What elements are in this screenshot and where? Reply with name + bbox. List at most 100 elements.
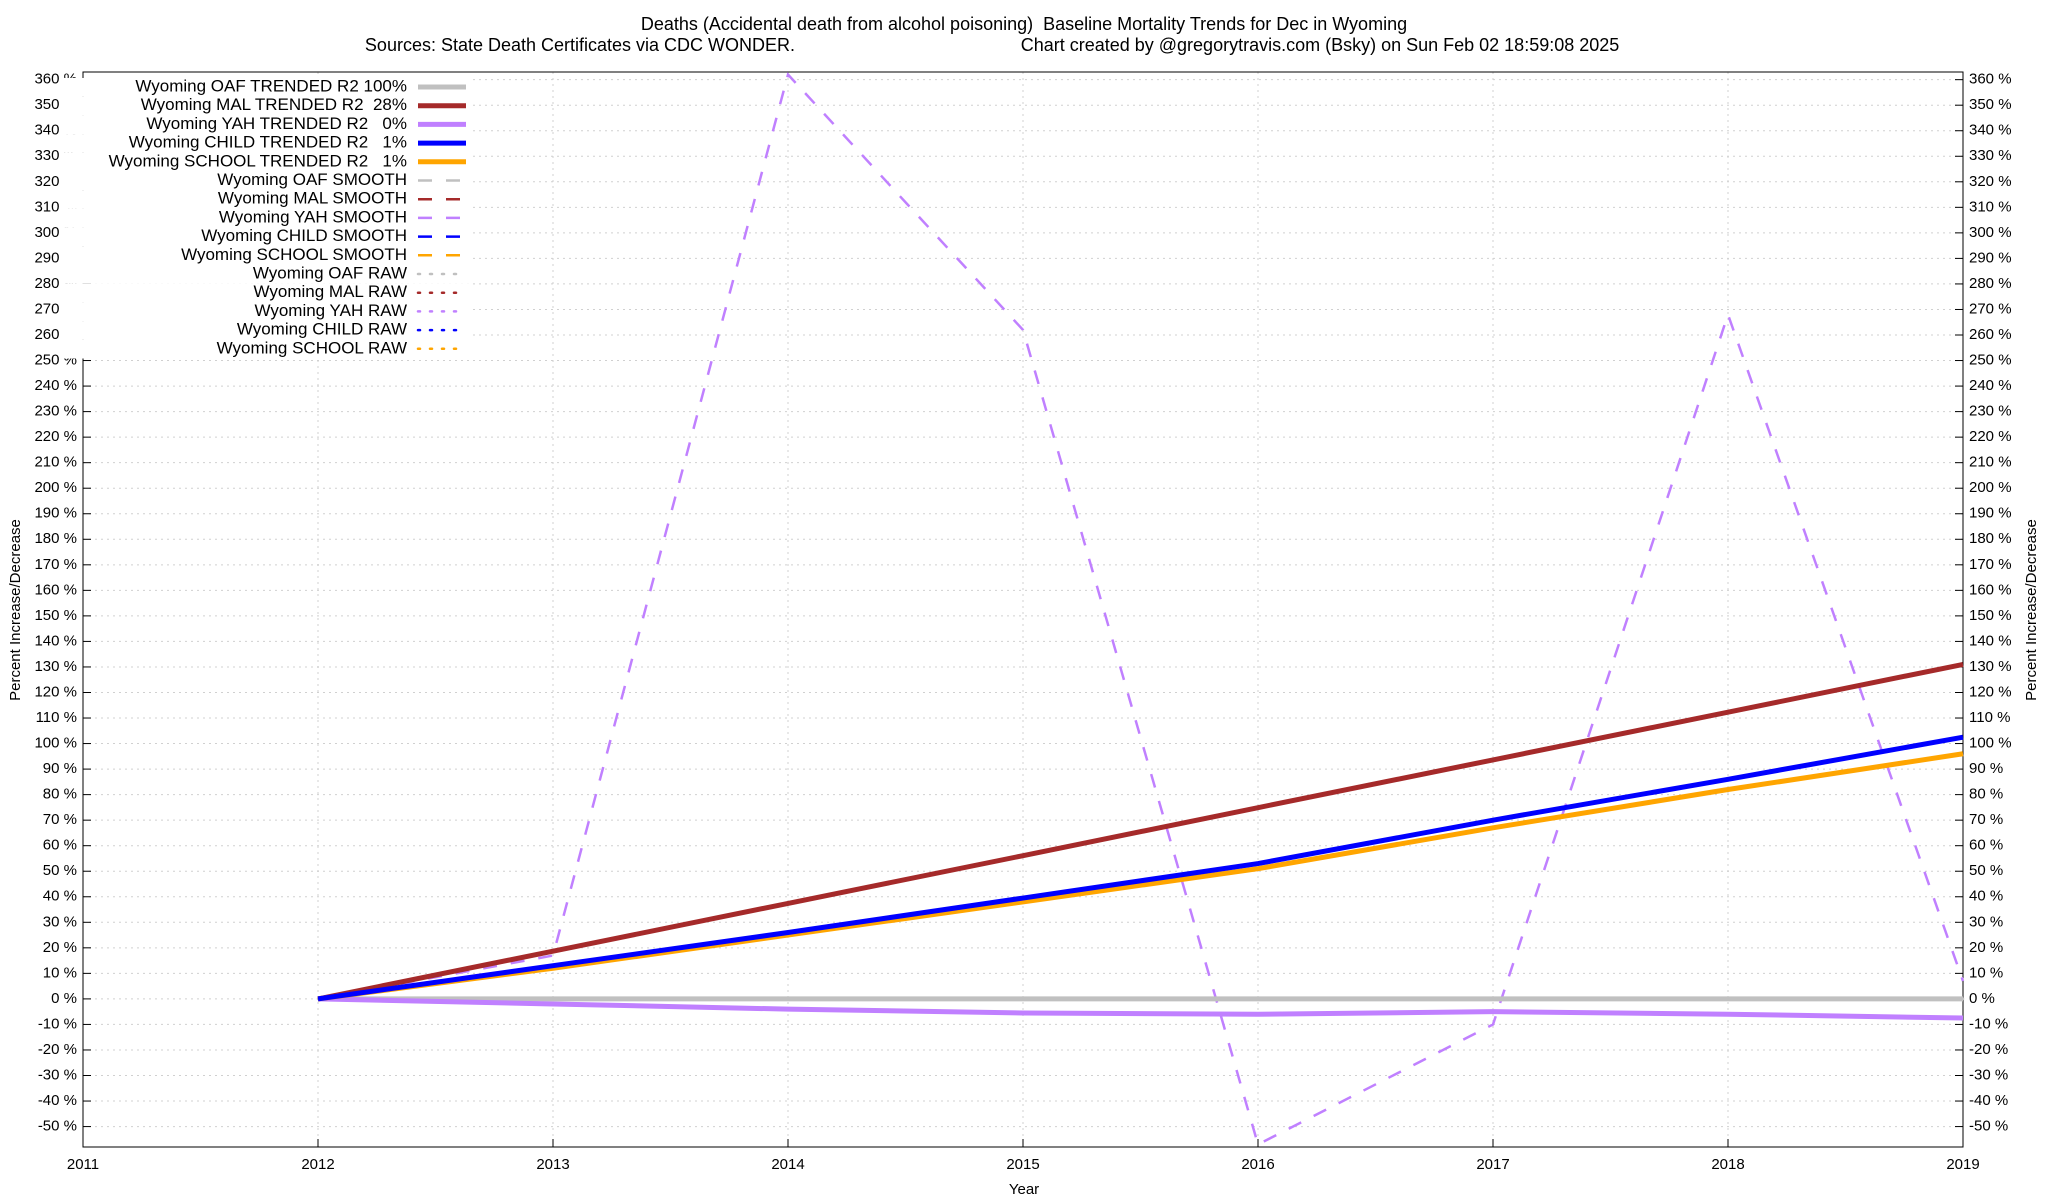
y2-tick-label: 80 % (1969, 786, 2003, 803)
x-tick-label: 2018 (1711, 1156, 1744, 1173)
y2-axis-label: Percent Increase/Decrease (2023, 519, 2040, 701)
y2-tick-label: 290 % (1969, 249, 2012, 266)
y-tick-label: 200 % (34, 479, 77, 496)
y2-tick-label: 310 % (1969, 198, 2012, 215)
y-tick-label: 100 % (34, 735, 77, 752)
legend-label: Wyoming YAH RAW (254, 301, 407, 320)
y2-tick-label: 190 % (1969, 505, 2012, 522)
y-tick-label: 130 % (34, 658, 77, 675)
legend-label: Wyoming MAL RAW (254, 282, 408, 301)
y2-tick-label: -40 % (1969, 1092, 2008, 1109)
y2-tick-label: 40 % (1969, 888, 2003, 905)
legend-bg (60, 246, 472, 265)
y2-tick-label: 330 % (1969, 147, 2012, 164)
y-tick-label: 30 % (43, 913, 77, 930)
legend-label: Wyoming OAF TRENDED R2 100% (135, 76, 407, 95)
y2-tick-label: 70 % (1969, 811, 2003, 828)
y-tick-label: 160 % (34, 581, 77, 598)
legend-bg (60, 339, 472, 359)
legend-label: Wyoming OAF SMOOTH (217, 170, 407, 189)
legend-bg (60, 265, 472, 284)
y-tick-label: 110 % (36, 709, 77, 726)
series-line (317, 734, 1964, 1002)
legend-label: Wyoming OAF RAW (253, 263, 407, 282)
y2-tick-label: 110 % (1969, 709, 2010, 726)
x-tick-label: 2016 (1241, 1156, 1274, 1173)
y2-tick-label: 60 % (1969, 837, 2003, 854)
y2-tick-label: 30 % (1969, 913, 2003, 930)
y-tick-label: 0 % (51, 990, 77, 1007)
legend-label: Wyoming SCHOOL TRENDED R2 1% (109, 151, 407, 170)
y-tick-label: 180 % (34, 530, 77, 547)
legend-bg (60, 208, 472, 228)
y2-tick-label: 160 % (1969, 581, 2012, 598)
legend-bg (60, 78, 472, 97)
y2-tick-label: 270 % (1969, 300, 2012, 317)
y-tick-label: 70 % (43, 811, 77, 828)
x-tick-label: 2011 (67, 1156, 99, 1173)
legend-bg (60, 190, 472, 209)
y-tick-label: 50 % (43, 862, 77, 879)
y2-tick-label: 10 % (1969, 964, 2003, 981)
y-tick-label: 240 % (34, 377, 77, 394)
y2-tick-label: 150 % (1969, 607, 2012, 624)
y-tick-label: 10 % (43, 964, 77, 981)
y2-tick-label: 340 % (1969, 122, 2012, 139)
legend-bg (60, 134, 472, 153)
y-tick-label: 190 % (34, 505, 77, 522)
legend-label: Wyoming SCHOOL SMOOTH (181, 245, 407, 264)
legend-bg (60, 171, 472, 191)
y-tick-label: 20 % (43, 939, 77, 956)
y2-tick-label: 90 % (1969, 760, 2003, 777)
y2-tick-label: 20 % (1969, 939, 2003, 956)
y2-tick-label: 140 % (1969, 632, 2012, 649)
y2-tick-label: 350 % (1969, 96, 2012, 113)
legend-label: Wyoming YAH SMOOTH (219, 207, 407, 226)
y2-tick-label: 220 % (1969, 428, 2012, 445)
y2-tick-label: 240 % (1969, 377, 2012, 394)
legend-bg (60, 227, 472, 247)
y2-tick-label: 50 % (1969, 862, 2003, 879)
legend-label: Wyoming CHILD RAW (237, 320, 407, 339)
y2-tick-label: 130 % (1969, 658, 2012, 675)
legend-label: Wyoming YAH TRENDED R2 0% (146, 114, 407, 133)
x-tick-label: 2012 (301, 1156, 334, 1173)
x-tick-label: 2014 (771, 1156, 804, 1173)
x-tick-label: 2015 (1006, 1156, 1039, 1173)
y-tick-label: 220 % (34, 428, 77, 445)
y2-tick-label: 320 % (1969, 173, 2012, 190)
legend-label: Wyoming SCHOOL RAW (217, 338, 407, 357)
y-tick-label: 140 % (34, 632, 77, 649)
chart-subtitle: Sources: State Death Certificates via CD… (365, 35, 795, 55)
y2-tick-label: -10 % (1969, 1015, 2008, 1032)
y-tick-label: 120 % (34, 683, 77, 700)
y2-tick-label: -20 % (1969, 1041, 2008, 1058)
y-tick-label: 210 % (34, 454, 77, 471)
y2-tick-label: -50 % (1969, 1118, 2008, 1135)
x-tick-label: 2013 (536, 1156, 569, 1173)
y2-tick-label: 300 % (1969, 224, 2012, 241)
legend-label: Wyoming CHILD SMOOTH (201, 226, 407, 245)
y-tick-label: -50 % (38, 1118, 77, 1135)
y2-tick-label: 360 % (1969, 71, 2012, 88)
y2-tick-label: 230 % (1969, 403, 2012, 420)
y2-tick-label: 0 % (1969, 990, 1995, 1007)
legend-bg (60, 115, 472, 135)
y2-tick-label: 260 % (1969, 326, 2012, 343)
y2-tick-label: 200 % (1969, 479, 2012, 496)
y2-tick-label: 280 % (1969, 275, 2012, 292)
x-tick-label: 2017 (1476, 1156, 1509, 1173)
y-tick-label: 170 % (34, 556, 77, 573)
chart-title: Deaths (Accidental death from alcohol po… (641, 14, 1407, 34)
y-tick-label: -30 % (38, 1066, 77, 1083)
y2-tick-label: 180 % (1969, 530, 2012, 547)
y-tick-label: -20 % (38, 1041, 77, 1058)
y-tick-label: 150 % (34, 607, 77, 624)
series-line (317, 661, 1964, 1002)
y2-tick-label: -30 % (1969, 1066, 2008, 1083)
y2-tick-label: 120 % (1969, 683, 2012, 700)
x-axis-label: Year (1009, 1181, 1039, 1198)
y-tick-label: 40 % (43, 888, 77, 905)
y-tick-label: -10 % (38, 1015, 77, 1032)
